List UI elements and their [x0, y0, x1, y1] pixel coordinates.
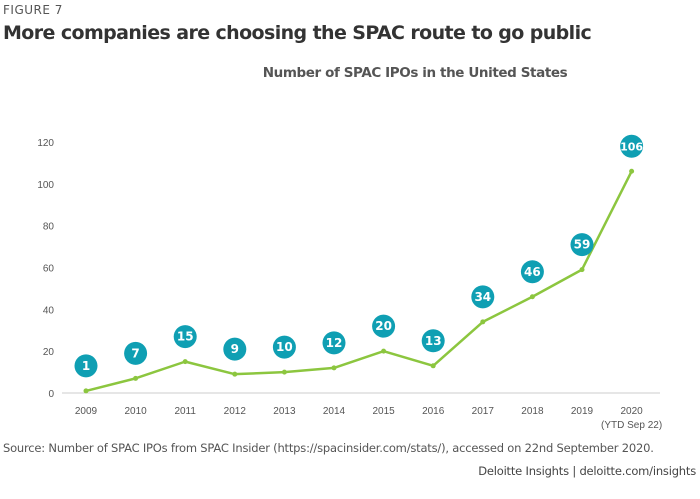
data-point: [182, 359, 188, 365]
x-tick-label: 2009: [75, 406, 98, 417]
data-label-badge: [620, 134, 644, 158]
data-label: 15: [177, 330, 194, 344]
data-label-badge: [322, 331, 346, 355]
data-label-badge: [272, 335, 296, 359]
data-point: [83, 388, 89, 394]
x-tick-note: (YTD Sep 22): [601, 420, 662, 431]
x-tick-label: 2016: [422, 406, 445, 417]
data-point: [629, 168, 635, 174]
y-tick-label: 0: [48, 389, 54, 400]
data-label: 46: [524, 265, 541, 279]
chart-title: Number of SPAC IPOs in the United States: [262, 65, 568, 81]
data-label: 59: [574, 238, 591, 252]
x-tick-label: 2018: [521, 406, 544, 417]
data-label: 10: [276, 340, 293, 354]
y-tick-label: 120: [37, 138, 54, 149]
data-point: [430, 363, 436, 369]
x-tick-label: 2012: [224, 406, 247, 417]
y-tick-label: 100: [37, 180, 54, 191]
x-tick-label: 2017: [472, 406, 495, 417]
data-label-badge: [520, 260, 544, 284]
data-point: [331, 365, 337, 371]
x-tick-label: 2013: [273, 406, 296, 417]
data-label-badge: [421, 329, 445, 353]
credit-line: Deloitte Insights | deloitte.com/insight…: [478, 464, 696, 478]
data-point: [133, 375, 139, 381]
source-note: Source: Number of SPAC IPOs from SPAC In…: [3, 441, 654, 455]
data-label-badge: [223, 337, 247, 361]
x-tick-label: 2019: [571, 406, 594, 417]
series-line: [85, 170, 633, 393]
data-point: [381, 348, 387, 354]
y-tick-label: 60: [43, 264, 55, 275]
figure-label: FIGURE 7: [3, 3, 63, 17]
data-label-badge: [372, 314, 396, 338]
data-label-badge: [173, 325, 197, 349]
y-tick-label: 80: [43, 222, 55, 233]
data-label: 34: [474, 290, 491, 304]
headline: More companies are choosing the SPAC rou…: [3, 22, 592, 44]
data-label: 13: [425, 334, 442, 348]
x-tick-label: 2010: [124, 406, 147, 417]
data-label: 12: [326, 336, 343, 350]
y-tick-label: 20: [43, 347, 55, 358]
data-label: 20: [375, 319, 392, 333]
x-tick-label: 2014: [323, 406, 346, 417]
y-tick-label: 40: [43, 305, 55, 316]
data-label: 1: [82, 359, 90, 373]
x-tick-label: 2011: [174, 406, 196, 417]
data-label: 106: [620, 140, 643, 153]
data-label: 9: [231, 342, 239, 356]
data-point: [529, 294, 535, 300]
x-tick-label: 2020: [620, 406, 643, 417]
x-tick-label: 2015: [372, 406, 395, 417]
data-point: [480, 319, 486, 325]
data-label-badge: [124, 341, 148, 365]
data-point: [579, 267, 585, 273]
data-label-badge: [74, 354, 98, 378]
data-label: 7: [131, 346, 139, 360]
data-label-badge: [570, 233, 594, 257]
data-point: [232, 371, 238, 377]
data-label-badge: [471, 285, 495, 309]
data-point: [281, 369, 287, 375]
